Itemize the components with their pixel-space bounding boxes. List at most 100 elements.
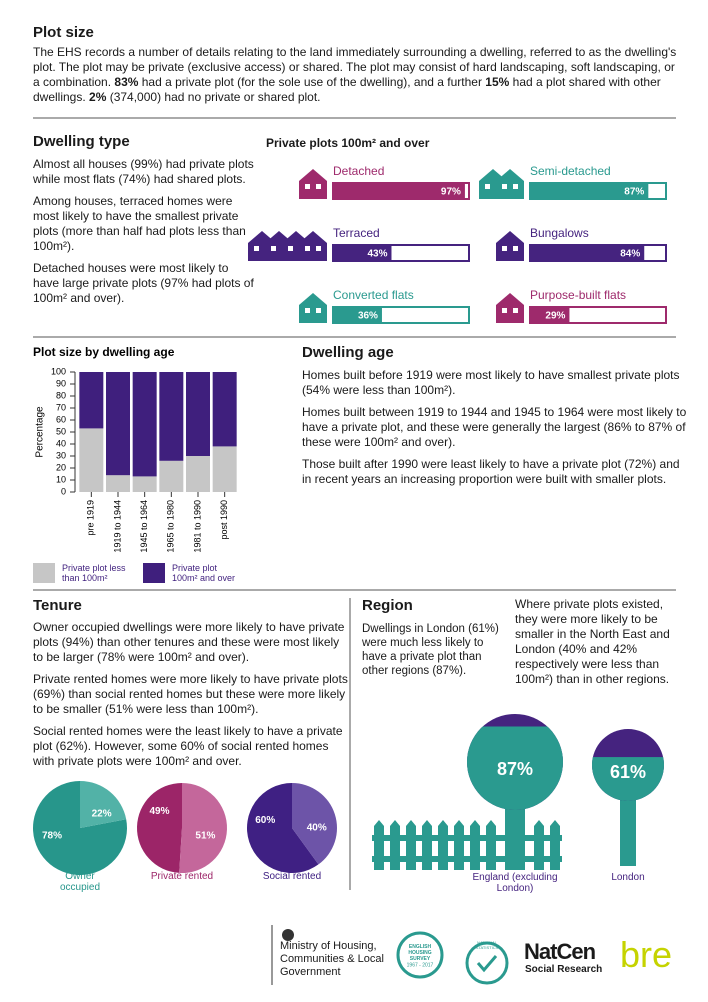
pie-label: Owner occupied xyxy=(59,871,101,893)
pie-value-label: 49% xyxy=(149,806,169,817)
pie-value-label: 40% xyxy=(307,822,327,833)
y-tick-label: 0 xyxy=(61,486,66,496)
paragraph: Private rented homes were more likely to… xyxy=(33,672,348,716)
survey-badge xyxy=(396,931,444,979)
y-tick-label: 10 xyxy=(56,474,66,484)
pie-slice xyxy=(247,783,319,873)
house-window xyxy=(271,246,276,251)
bar xyxy=(186,372,210,456)
y-tick-label: 100 xyxy=(51,366,66,376)
paragraph: Among houses, terraced homes were most l… xyxy=(33,194,246,253)
house-window xyxy=(288,246,293,251)
pie-value-label: 78% xyxy=(42,831,62,842)
house-window xyxy=(485,184,490,189)
pie-slice xyxy=(80,781,127,828)
statistics-logo: NATIONAL STATISTICS xyxy=(475,940,499,950)
bar-label: Terraced xyxy=(333,226,380,240)
paragraphs: Almost all houses (99%) had private plot… xyxy=(33,157,255,313)
legend-swatch xyxy=(143,563,165,583)
house-window xyxy=(513,246,518,251)
house-window xyxy=(502,184,507,189)
text-run: 2% xyxy=(89,90,107,104)
natcen-subtitle: Social Research xyxy=(525,964,603,975)
bar xyxy=(530,183,649,199)
house-window xyxy=(316,308,321,313)
house-window xyxy=(305,308,310,313)
statistics-tick xyxy=(476,955,498,973)
legend-swatch xyxy=(33,563,55,583)
bar xyxy=(79,372,104,429)
y-tick-label: 80 xyxy=(56,390,66,400)
x-tick-label: 1965 to 1980 xyxy=(166,500,176,553)
house-window xyxy=(513,308,518,313)
bar-value-label: 43% xyxy=(367,249,387,260)
bar-value-label: 36% xyxy=(358,311,378,322)
y-tick-label: 60 xyxy=(56,414,66,424)
paragraph: Social rented homes were the least likel… xyxy=(33,724,343,768)
crest xyxy=(282,929,294,941)
y-tick-label: 30 xyxy=(56,450,66,460)
y-tick-label: 50 xyxy=(56,426,66,436)
bar-value-label: 97% xyxy=(441,187,461,198)
bar xyxy=(333,245,392,261)
bar-value-label: 84% xyxy=(620,249,640,260)
chart-title: Plot size by dwelling age xyxy=(33,345,175,359)
tree-canopy-fill xyxy=(467,726,563,810)
house-window xyxy=(316,184,321,189)
bar-label: Detached xyxy=(333,164,384,178)
paragraph: Dwellings in London (61%) were much less… xyxy=(362,623,499,677)
pie-slice xyxy=(179,783,227,873)
ministry-logo: Ministry of Housing, Communities & Local… xyxy=(280,940,384,978)
pie-value-label: 22% xyxy=(92,808,112,819)
natcen-logo: NatCen xyxy=(524,939,596,964)
bar-label: Purpose-built flats xyxy=(530,288,626,302)
bar xyxy=(186,456,210,492)
bar xyxy=(333,183,465,199)
bar xyxy=(106,372,130,476)
house-window xyxy=(513,184,518,189)
legend-label: Private plot less than 100m² xyxy=(62,563,126,583)
statistics-badge xyxy=(465,941,509,985)
section-title: Dwelling type xyxy=(33,133,130,150)
pie-value-label: 51% xyxy=(195,831,215,842)
bar xyxy=(333,307,382,323)
house-window xyxy=(305,184,310,189)
section-title: Region xyxy=(362,597,413,614)
section-title: Tenure xyxy=(33,597,82,614)
bar xyxy=(106,475,130,492)
paragraph: The EHS records a number of details rela… xyxy=(33,45,678,105)
y-tick-label: 90 xyxy=(56,378,66,388)
pie-label: Private rented xyxy=(150,871,214,882)
tree-value-label: 87% xyxy=(497,759,533,779)
panel-title: Private plots 100m² and over xyxy=(266,136,430,150)
house-window xyxy=(502,246,507,251)
bar xyxy=(530,245,645,261)
house-window xyxy=(316,246,321,251)
bar-label: Bungalows xyxy=(530,226,589,240)
bar-value-label: 29% xyxy=(545,311,565,322)
paragraph: Homes built between 1919 to 1944 and 194… xyxy=(302,405,687,449)
paragraph: Detached houses were most likely to have… xyxy=(33,261,254,305)
pie-slice xyxy=(292,783,338,865)
text-run: had a private plot (for the sole use of … xyxy=(138,75,486,89)
bre-logo: bre xyxy=(620,934,673,975)
house-icon xyxy=(496,293,524,323)
bar-value-label: 87% xyxy=(624,187,644,198)
x-tick-label: 1919 to 1944 xyxy=(112,500,122,553)
text-run: (374,000) had no private or shared plot. xyxy=(106,90,321,104)
house-icon xyxy=(299,231,327,261)
bar xyxy=(212,446,237,492)
house-icon xyxy=(299,293,327,323)
fence xyxy=(372,820,562,870)
pie-label: Social rented xyxy=(262,871,322,882)
tree-trunk xyxy=(505,796,525,870)
tree-value-label: 61% xyxy=(610,762,646,782)
x-tick-label: 1945 to 1964 xyxy=(139,500,149,553)
text-run: 15% xyxy=(485,75,510,89)
tree-label: London xyxy=(611,872,645,883)
paragraph: Where private plots existed, they were m… xyxy=(515,597,670,686)
pie-slice xyxy=(136,783,182,873)
tree-label: England (excluding London) xyxy=(472,872,558,894)
